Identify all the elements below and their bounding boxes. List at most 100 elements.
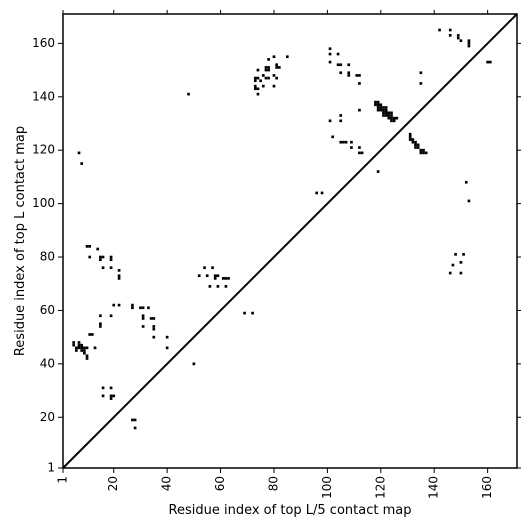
contact-point [360, 151, 364, 155]
x-tick-label: 100 [320, 476, 334, 499]
contact-point [75, 346, 78, 350]
contact-point [256, 76, 260, 80]
contact-point [390, 114, 393, 117]
contact-point [131, 303, 134, 307]
contact-point [85, 354, 89, 358]
contact-point [72, 343, 76, 347]
y-tick-label: 80 [40, 250, 55, 264]
contact-point [253, 84, 257, 88]
contact-point [408, 132, 412, 136]
contact-point [99, 258, 102, 262]
contact-point [80, 162, 84, 165]
contact-point [374, 103, 377, 107]
contact-point [253, 76, 257, 80]
contact-point [451, 263, 455, 267]
contact-point [486, 60, 489, 64]
contact-point [99, 255, 102, 259]
contact-point [141, 314, 145, 318]
contact-point [109, 255, 113, 259]
contact-point [192, 362, 196, 366]
contact-point [414, 143, 417, 147]
marks-layer [72, 28, 492, 430]
contact-point [251, 311, 254, 315]
contact-point [221, 277, 225, 280]
contact-point [152, 327, 156, 331]
contact-point [91, 333, 94, 336]
contact-point [243, 311, 246, 315]
contact-point [213, 277, 217, 280]
contact-point [392, 116, 396, 120]
contact-point [165, 335, 169, 339]
contact-point [261, 84, 265, 88]
contact-point [350, 140, 353, 144]
contact-point [109, 394, 113, 398]
contact-point [197, 274, 201, 278]
contact-point [382, 114, 385, 117]
contact-point [342, 140, 345, 144]
plot-frame [62, 13, 518, 469]
contact-point [336, 52, 340, 56]
contact-point [152, 325, 156, 328]
contact-point [315, 191, 319, 195]
contact-point [77, 151, 81, 155]
contact-point [438, 28, 441, 32]
diagonal-line [62, 13, 518, 469]
contact-point [131, 418, 134, 422]
contact-point [390, 116, 393, 120]
contact-point [344, 140, 348, 144]
contact-point [419, 148, 423, 152]
contact-point [80, 346, 84, 350]
contact-point [384, 114, 388, 117]
contact-point [264, 66, 268, 69]
contact-point [387, 116, 391, 120]
contact-point [83, 351, 86, 355]
contact-point [390, 111, 393, 115]
contact-point [101, 394, 105, 398]
contact-point [216, 285, 220, 288]
contact-point [187, 92, 190, 96]
contact-point [392, 119, 396, 123]
contact-point [456, 36, 460, 40]
contact-point [467, 199, 471, 203]
contact-point [109, 266, 113, 270]
contact-point [203, 266, 206, 270]
contact-point [253, 79, 257, 83]
contact-point [339, 63, 343, 67]
contact-point [152, 317, 156, 320]
contact-point [88, 245, 92, 248]
contact-point [77, 346, 81, 350]
contact-point [328, 119, 332, 123]
contact-point [376, 100, 380, 104]
contact-point [328, 52, 332, 56]
contact-point [85, 245, 89, 248]
y-axis-title: Residue index of top L contact map [13, 126, 28, 356]
contact-point [80, 343, 84, 347]
x-tick-label: 80 [266, 476, 280, 491]
contact-point [264, 76, 268, 80]
contact-point [141, 317, 145, 320]
contact-point [224, 277, 228, 280]
contact-point [109, 397, 113, 400]
contact-point [414, 146, 417, 149]
contact-point [275, 63, 278, 67]
contact-point [133, 418, 137, 422]
x-tick-label: 60 [213, 476, 227, 491]
contact-point [85, 346, 89, 350]
contact-point [467, 39, 471, 43]
contact-point [376, 108, 380, 112]
contact-point [83, 349, 86, 352]
contact-point [339, 71, 343, 75]
contact-point [448, 34, 452, 37]
contact-point [459, 261, 463, 264]
contact-point [80, 349, 84, 352]
contact-point [328, 47, 332, 51]
contact-point [419, 71, 423, 75]
contact-point [256, 92, 260, 96]
contact-point [358, 74, 361, 77]
contact-point [139, 306, 142, 310]
contact-point [379, 103, 383, 107]
contact-point [382, 111, 385, 115]
contact-point [99, 322, 102, 326]
